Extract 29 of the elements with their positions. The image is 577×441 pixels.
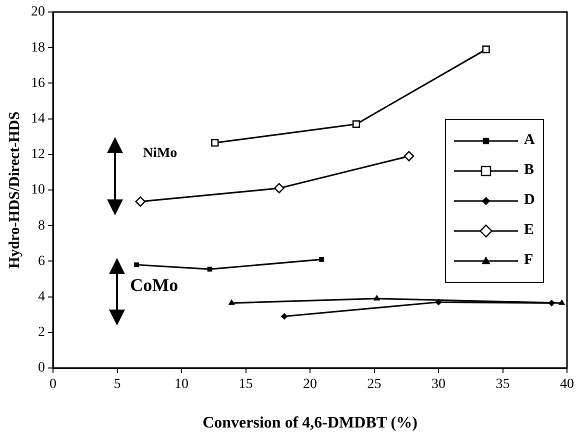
x-tick-label: 0 bbox=[50, 377, 56, 392]
legend-label: D bbox=[524, 192, 535, 210]
x-tick-label: 25 bbox=[367, 377, 382, 392]
x-tick-label: 10 bbox=[174, 377, 188, 392]
y-tick-label: 10 bbox=[31, 182, 45, 198]
y-axis-title: Hydro-HDS/Direct-HDS bbox=[6, 112, 23, 268]
y-tick-label: 20 bbox=[31, 4, 45, 20]
x-tick-label: 5 bbox=[114, 377, 121, 392]
x-tick-label: 20 bbox=[303, 377, 317, 392]
x-tick-label: 30 bbox=[432, 377, 446, 392]
legend-label: E bbox=[524, 222, 534, 240]
x-tick-label: 15 bbox=[238, 377, 253, 392]
y-tick-label: 4 bbox=[38, 289, 45, 304]
y-tick-label: 2 bbox=[38, 325, 45, 340]
y-tick-label: 14 bbox=[31, 111, 45, 126]
y-tick-label: 6 bbox=[38, 254, 45, 269]
y-tick-label: 8 bbox=[38, 218, 45, 234]
legend-label: B bbox=[524, 162, 534, 180]
y-tick-label: 16 bbox=[31, 76, 45, 91]
legend-label: A bbox=[524, 132, 535, 150]
x-tick-label: 35 bbox=[496, 377, 510, 392]
y-tick-label: 12 bbox=[31, 147, 45, 162]
x-tick-label: 40 bbox=[560, 377, 574, 392]
y-tick-label: 18 bbox=[31, 40, 45, 56]
x-axis-title: Conversion of 4,6-DMDBT (%) bbox=[202, 414, 418, 432]
legend-label: F bbox=[524, 252, 534, 270]
annotation: NiMo bbox=[142, 146, 178, 162]
annotation: CoMo bbox=[130, 275, 178, 296]
y-tick-label: 0 bbox=[38, 360, 45, 376]
